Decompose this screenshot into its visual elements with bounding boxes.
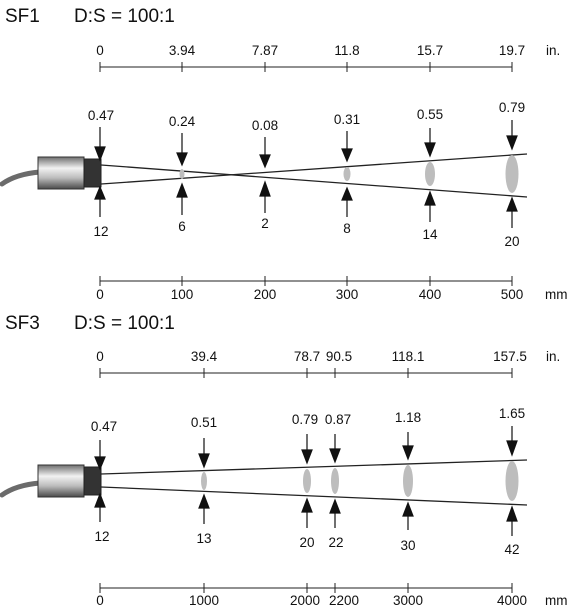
- mm-tick-label: 0: [96, 593, 104, 608]
- inch-tick-label: 0: [96, 349, 104, 364]
- inch-unit-label: in.: [546, 349, 561, 364]
- inch-scale-ticks: [99, 368, 513, 378]
- spot-size-inch-label: 0.79: [498, 100, 526, 115]
- spot-size-inch-label: 0.31: [333, 112, 361, 127]
- spot-size-mm-label: 20: [504, 234, 520, 249]
- inch-tick-label: 39.4: [190, 349, 218, 364]
- mm-tick-label: 500: [500, 287, 524, 302]
- inch-tick-label: 90.5: [325, 349, 353, 364]
- spot-ellipse: [201, 472, 207, 490]
- beam-lines: [100, 153, 528, 198]
- sensor-lens-icon: [83, 158, 102, 188]
- spot-ellipse: [505, 461, 519, 501]
- spot-size-inch-label: 0.08: [251, 118, 279, 133]
- spot-size-mm-label: 8: [343, 221, 351, 236]
- inch-tick-label: 157.5: [493, 349, 527, 364]
- mm-tick-label: 3000: [392, 593, 424, 608]
- mm-tick-label: 100: [170, 287, 194, 302]
- spot-ellipse: [403, 465, 413, 497]
- mm-tick-label: 400: [418, 287, 442, 302]
- inch-tick-label: 15.7: [416, 43, 444, 58]
- spot-ellipse: [425, 162, 435, 186]
- diagram-sf1: [0, 62, 528, 286]
- cable-icon: [0, 169, 43, 187]
- sensor-lens-icon: [83, 466, 102, 496]
- mm-tick-label: 300: [335, 287, 359, 302]
- spot-size-mm-label: 12: [93, 224, 109, 239]
- spot-size-mm-label: 13: [196, 531, 212, 546]
- inch-tick-label: 3.94: [168, 43, 196, 58]
- spot-ellipse: [505, 155, 519, 193]
- spot-size-mm-label: 22: [328, 535, 344, 550]
- spot-size-mm-label: 42: [504, 542, 520, 557]
- sensor-body-icon: [37, 464, 85, 498]
- diagram-sf3: [0, 368, 528, 593]
- inch-tick-label: 78.7: [293, 349, 321, 364]
- spot-size-inch-label: 1.65: [498, 406, 526, 421]
- inch-tick-label: 7.87: [251, 43, 279, 58]
- spot-ellipse: [331, 468, 339, 494]
- spot-size-mm-label: 20: [299, 535, 315, 550]
- spot-size-mm-label: 30: [400, 538, 416, 553]
- spot-size-mm-label: 2: [261, 216, 269, 231]
- spot-ellipses: [201, 461, 519, 501]
- model-title: SF3: [5, 313, 40, 334]
- spot-arrows: [94, 426, 518, 536]
- distance-to-spot-ratio: D:S = 100:1: [74, 313, 175, 334]
- mm-tick-label: 4000: [496, 593, 528, 608]
- inch-tick-label: 11.8: [334, 43, 360, 58]
- spot-ellipses: [179, 155, 519, 193]
- inch-tick-label: 19.7: [498, 43, 526, 58]
- inch-tick-label: 0: [96, 43, 104, 58]
- spot-size-inch-label: 0.47: [87, 108, 115, 123]
- distance-to-spot-ratio: D:S = 100:1: [74, 6, 175, 27]
- inch-scale-ticks: [99, 62, 513, 72]
- spot-ellipse: [179, 169, 185, 179]
- spot-arrows: [94, 120, 518, 228]
- spot-size-inch-label: 0.24: [168, 114, 196, 129]
- spot-size-mm-label: 14: [422, 227, 438, 242]
- spot-size-inch-label: 0.55: [416, 107, 444, 122]
- inch-unit-label: in.: [546, 43, 561, 58]
- mm-tick-label: 0: [96, 287, 104, 302]
- spot-size-inch-label: 0.47: [90, 419, 118, 434]
- spot-size-inch-label: 0.79: [291, 412, 319, 427]
- mm-unit-label: mm: [545, 593, 568, 608]
- spot-size-mm-label: 12: [94, 529, 110, 544]
- model-title: SF1: [5, 6, 40, 27]
- mm-unit-label: mm: [545, 287, 568, 302]
- mm-tick-label: 1000: [188, 593, 220, 608]
- cable-icon: [0, 480, 43, 498]
- mm-scale-ticks: [99, 276, 513, 286]
- spot-size-inch-label: 0.51: [190, 415, 218, 430]
- mm-tick-label: 2200: [328, 593, 360, 608]
- spot-ellipse: [303, 469, 311, 493]
- mm-tick-label: 2000: [289, 593, 321, 608]
- mm-scale-ticks: [99, 583, 513, 593]
- spot-size-mm-label: 6: [178, 219, 186, 234]
- beam-lines: [100, 459, 528, 506]
- spot-size-inch-label: 0.87: [324, 412, 352, 427]
- spot-ellipse: [343, 167, 351, 181]
- mm-tick-label: 200: [253, 287, 277, 302]
- sensor-body-icon: [37, 156, 85, 190]
- spot-size-inch-label: 1.18: [394, 410, 422, 425]
- inch-tick-label: 118.1: [391, 349, 425, 364]
